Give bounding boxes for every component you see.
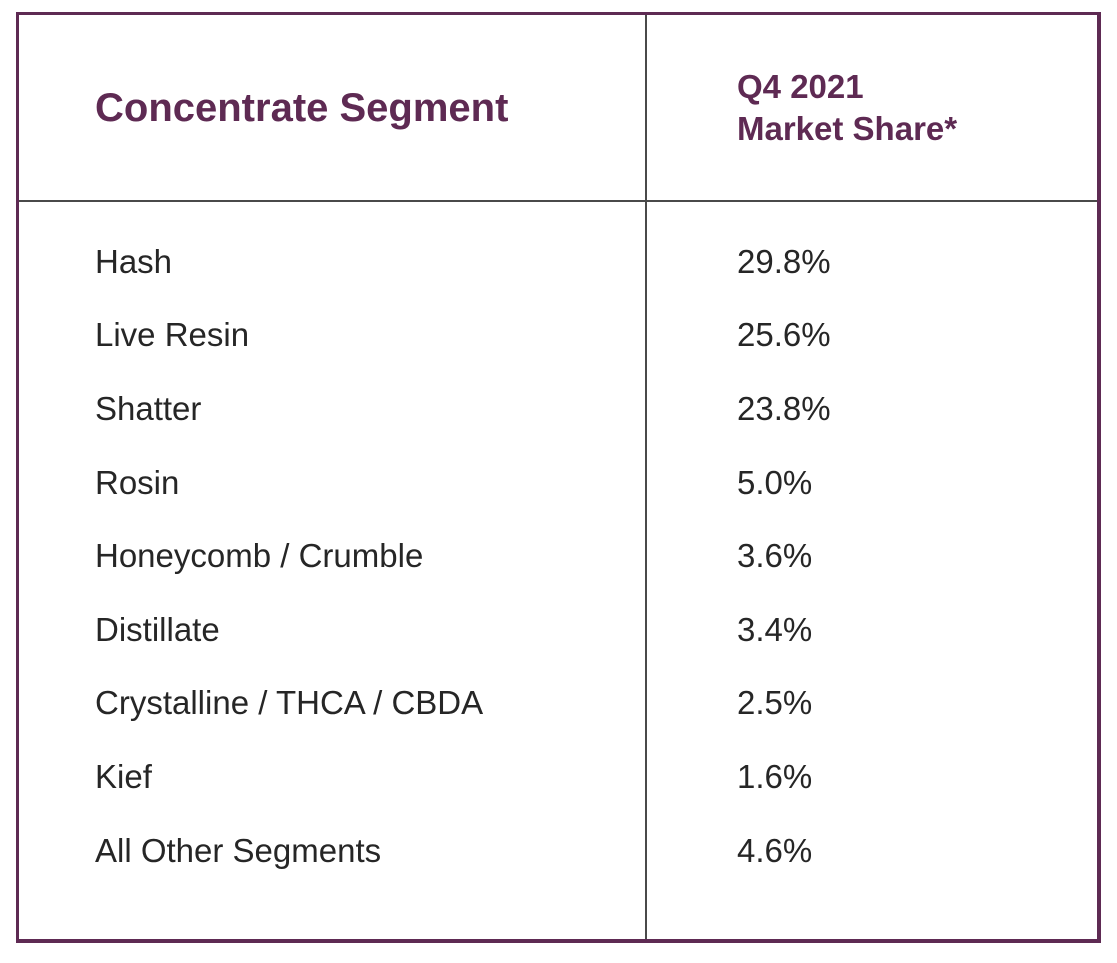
table-body: Hash 29.8% Live Resin 25.6% Shatter 23.8…: [19, 202, 1097, 887]
share-column-header-line2: Market Share*: [737, 109, 958, 147]
table-row: All Other Segments 4.6%: [19, 814, 1097, 888]
header-cell-share: Q4 2021 Market Share*: [645, 15, 1097, 200]
table-row: Shatter 23.8%: [19, 372, 1097, 446]
share-cell: 3.6%: [737, 537, 813, 575]
share-cell: 25.6%: [737, 316, 831, 354]
segment-cell: Hash: [95, 242, 173, 280]
segment-cell: Rosin: [95, 463, 180, 501]
share-cell: 29.8%: [737, 242, 831, 280]
share-cell: 2.5%: [737, 684, 813, 722]
share-cell: 1.6%: [737, 757, 813, 795]
segment-cell: Kief: [95, 757, 152, 795]
table-row: Rosin 5.0%: [19, 446, 1097, 520]
segment-cell: Crystalline / THCA / CBDA: [95, 684, 484, 722]
table-row: Kief 1.6%: [19, 740, 1097, 814]
column-divider-line: [645, 15, 647, 939]
segment-cell: All Other Segments: [95, 831, 382, 869]
segment-cell: Honeycomb / Crumble: [95, 537, 424, 575]
share-cell: 4.6%: [737, 831, 813, 869]
table-row: Honeycomb / Crumble 3.6%: [19, 519, 1097, 593]
table-header-row: Concentrate Segment Q4 2021 Market Share…: [19, 15, 1097, 200]
market-share-table: Concentrate Segment Q4 2021 Market Share…: [16, 12, 1101, 943]
segment-cell: Distillate: [95, 610, 220, 648]
table-row: Crystalline / THCA / CBDA 2.5%: [19, 667, 1097, 741]
table-row: Distillate 3.4%: [19, 593, 1097, 667]
segment-column-header: Concentrate Segment: [95, 85, 509, 130]
share-cell: 23.8%: [737, 389, 831, 427]
header-divider-line: [19, 200, 1097, 202]
share-cell: 3.4%: [737, 610, 813, 648]
table-row: Live Resin 25.6%: [19, 299, 1097, 373]
share-cell: 5.0%: [737, 463, 813, 501]
segment-cell: Shatter: [95, 389, 202, 427]
table-row: Hash 29.8%: [19, 225, 1097, 299]
header-cell-segment: Concentrate Segment: [19, 15, 645, 200]
share-column-header-line1: Q4 2021: [737, 68, 864, 106]
segment-cell: Live Resin: [95, 316, 250, 354]
